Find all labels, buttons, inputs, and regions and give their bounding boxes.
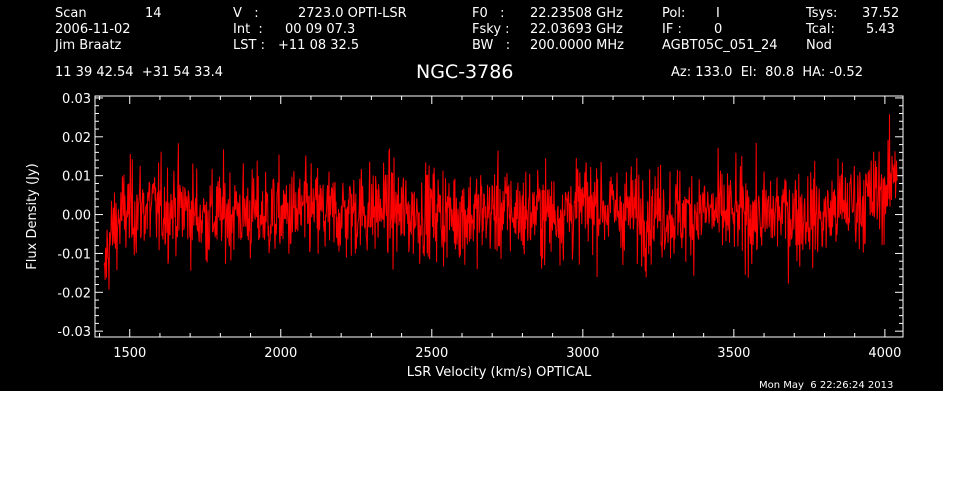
y-tick-label: -0.02 bbox=[57, 286, 91, 301]
y-axis-label: Flux Density (Jy) bbox=[25, 163, 40, 269]
int-label: Int : bbox=[233, 22, 263, 37]
plot-timestamp: Mon May 6 22:26:24 2013 bbox=[759, 380, 894, 391]
az-el-ha: Az: 133.0 El: 80.8 HA: -0.52 bbox=[671, 65, 863, 80]
y-tick-label: 0.02 bbox=[62, 131, 91, 146]
spectrum-chart: 1500 2000 2500 3000 3500 4000 -0.03 -0.02 -0.01 0… bbox=[25, 92, 904, 380]
source-coordinates: 11 39 42.54 +31 54 33.4 bbox=[55, 65, 224, 80]
tsys-label: Tsys: bbox=[806, 6, 838, 21]
tcal-value: 5.43 bbox=[866, 22, 895, 37]
observer-name: Jim Braatz bbox=[55, 38, 122, 53]
observation-date: 2006-11-02 bbox=[55, 22, 131, 37]
fsky-value: 22.03693 GHz bbox=[530, 22, 623, 37]
y-tick-label: 0.03 bbox=[62, 92, 91, 107]
int-value: 00 09 07.3 bbox=[285, 22, 356, 37]
y-tick-label: 0.00 bbox=[62, 209, 91, 224]
spectrum-trace bbox=[103, 114, 898, 290]
axis-tick-labels: 1500 2000 2500 3000 3500 4000 -0.03 -0.02 -0.01 0… bbox=[57, 92, 901, 361]
lst-value: +11 08 32.5 bbox=[278, 38, 360, 53]
if-label: IF : bbox=[662, 22, 682, 37]
y-tick-label: 0.01 bbox=[62, 170, 91, 185]
spectrum-trace-group bbox=[103, 114, 898, 290]
x-axis-label: LSR Velocity (km/s) OPTICAL bbox=[407, 365, 592, 380]
tcal-label: Tcal: bbox=[806, 22, 835, 37]
observing-mode: Nod bbox=[806, 38, 832, 53]
x-tick-label: 2000 bbox=[264, 346, 297, 361]
x-tick-label: 1500 bbox=[113, 346, 146, 361]
scan-value: 14 bbox=[145, 6, 162, 21]
if-value: 0 bbox=[714, 22, 723, 37]
pol-label: Pol: bbox=[662, 6, 686, 21]
y-tick-label: -0.01 bbox=[57, 247, 91, 262]
lst-label: LST : bbox=[233, 38, 265, 53]
axis-ticks bbox=[95, 96, 903, 337]
project-id: AGBT05C_051_24 bbox=[662, 38, 778, 53]
spectrum-plot-panel: Scan 14 V : 2723.0 OPTI-LSR F0 : 22.2350… bbox=[0, 0, 943, 391]
x-tick-label: 2500 bbox=[415, 346, 448, 361]
bandwidth-value: 200.0000 MHz bbox=[530, 38, 624, 53]
tsys-value: 37.52 bbox=[862, 6, 900, 21]
f0-value: 22.23508 GHz bbox=[530, 6, 623, 21]
pol-value: I bbox=[716, 6, 720, 21]
x-tick-label: 3000 bbox=[566, 346, 599, 361]
plot-frame bbox=[94, 95, 904, 338]
x-tick-label: 4000 bbox=[868, 346, 901, 361]
scan-label: Scan bbox=[55, 6, 87, 21]
y-tick-label: -0.03 bbox=[57, 325, 91, 340]
velocity-label: V : bbox=[233, 6, 259, 21]
chart-title: NGC-3786 bbox=[416, 61, 514, 83]
fsky-label: Fsky : bbox=[472, 22, 510, 37]
velocity-value: 2723.0 OPTI-LSR bbox=[298, 6, 407, 21]
f0-label: F0 : bbox=[472, 6, 505, 21]
x-tick-label: 3500 bbox=[717, 346, 750, 361]
bandwidth-label: BW : bbox=[472, 38, 511, 53]
